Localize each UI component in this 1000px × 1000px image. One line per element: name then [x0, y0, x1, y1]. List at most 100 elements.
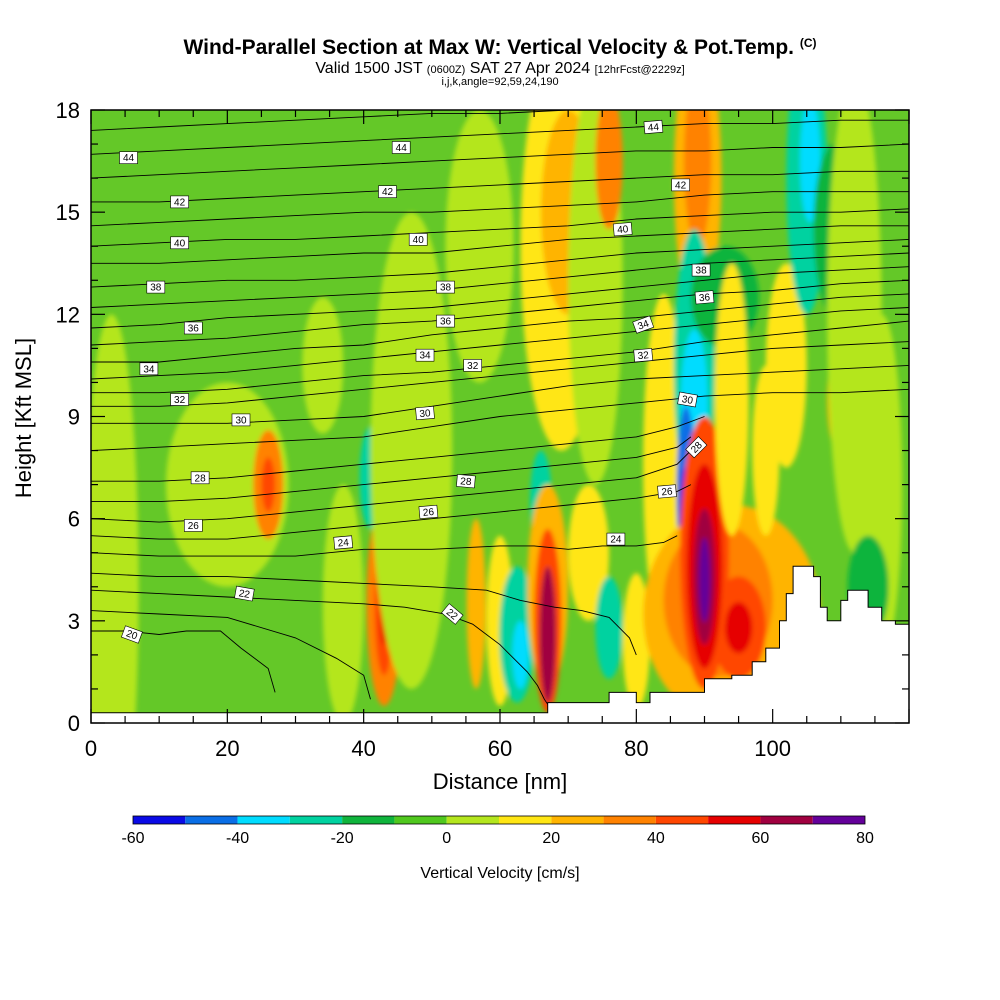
- svg-text:38: 38: [696, 266, 708, 277]
- x-tick-label: 80: [624, 736, 648, 761]
- x-tick-label: 60: [488, 736, 512, 761]
- svg-text:34: 34: [636, 318, 651, 332]
- svg-text:40: 40: [174, 238, 186, 249]
- chart-title: Wind-Parallel Section at Max W: Vertical…: [183, 36, 817, 59]
- x-tick-label: 100: [754, 736, 791, 761]
- colorbar-swatch-7: [499, 816, 552, 824]
- svg-text:36: 36: [440, 317, 452, 328]
- copyright-mark: (C): [799, 36, 817, 50]
- svg-text:30: 30: [419, 408, 431, 420]
- contour-label-22: 36: [694, 290, 715, 305]
- theta-contour-41: [91, 191, 909, 227]
- contour-label-23: 38: [146, 280, 166, 294]
- svg-text:44: 44: [123, 153, 135, 164]
- velocity-cell-49: [799, 110, 821, 223]
- svg-text:32: 32: [174, 395, 186, 406]
- theta-contour-34: [91, 293, 909, 363]
- colorbar-swatch-0: [133, 816, 186, 824]
- velocity-cell-4: [302, 297, 344, 434]
- theta-contour-30: [91, 364, 909, 424]
- theta-contour-37: [91, 252, 909, 308]
- svg-text:36: 36: [699, 292, 711, 304]
- svg-text:34: 34: [419, 351, 431, 362]
- contour-label-14: 32: [170, 393, 189, 406]
- velocity-cell-26: [595, 576, 623, 679]
- contour-label-30: 42: [378, 185, 397, 198]
- x-axis-label: Distance [nm]: [432, 769, 568, 794]
- theta-contour-26: [91, 450, 692, 523]
- contour-label-28: 40: [612, 222, 633, 237]
- velocity-cell-39: [724, 602, 753, 654]
- svg-text:28: 28: [460, 476, 472, 488]
- colorbar-tick-label: 40: [647, 830, 665, 847]
- colorbar-tick-label: -40: [226, 830, 249, 847]
- contour-label-0: 20: [121, 625, 143, 644]
- svg-text:36: 36: [188, 324, 200, 335]
- velocity-cell-47: [765, 263, 807, 468]
- contour-label-13: 30: [677, 391, 698, 408]
- colorbar-swatch-9: [603, 816, 656, 824]
- colorbar-swatch-4: [342, 816, 395, 824]
- svg-text:22: 22: [238, 588, 251, 601]
- theta-contour-42: [91, 170, 909, 203]
- svg-text:26: 26: [188, 521, 200, 532]
- contour-label-20: 36: [184, 321, 203, 335]
- svg-text:40: 40: [413, 235, 425, 246]
- colorbar-swatch-6: [446, 816, 499, 824]
- theta-contour-32: [91, 320, 909, 394]
- colorbar-swatch-1: [185, 816, 238, 824]
- svg-text:30: 30: [235, 415, 247, 426]
- colorbar-swatch-3: [289, 816, 343, 824]
- x-tick-label: 0: [85, 736, 97, 761]
- contour-label-7: 26: [657, 484, 677, 499]
- contour-label-33: 44: [391, 141, 411, 154]
- velocity-cell-10: [370, 212, 453, 689]
- terrain-profile: [91, 565, 909, 723]
- velocity-cell-43: [699, 537, 710, 623]
- colorbar-swatch-2: [237, 816, 290, 824]
- velocity-cell-15: [512, 620, 529, 689]
- svg-text:26: 26: [422, 507, 434, 519]
- velocity-cell-5: [322, 484, 364, 723]
- velocity-cell-3: [261, 457, 276, 512]
- contour-label-29: 42: [170, 195, 189, 208]
- x-tick-label: 40: [351, 736, 375, 761]
- y-tick-label: 6: [68, 507, 80, 532]
- chart-subtitle: Valid 1500 JST (0600Z) SAT 27 Apr 2024 […: [315, 60, 685, 77]
- x-tick-label: 20: [215, 736, 239, 761]
- colorbar-swatch-5: [394, 816, 447, 824]
- theta-contour-24: [91, 535, 678, 557]
- y-tick-label: 15: [56, 200, 80, 225]
- colorbar-tick-label: 80: [856, 830, 874, 847]
- colorbar-tick-label: 60: [752, 830, 770, 847]
- theta-contour-27: [91, 436, 692, 503]
- colorbar-label: Vertical Velocity [cm/s]: [420, 865, 580, 882]
- contour-label-12: 30: [415, 406, 435, 421]
- svg-text:24: 24: [610, 535, 622, 546]
- contour-label-31: 42: [671, 178, 690, 191]
- svg-text:26: 26: [661, 486, 673, 498]
- svg-text:28: 28: [195, 473, 207, 484]
- svg-text:42: 42: [675, 180, 687, 191]
- velocity-cell-25: [568, 484, 610, 621]
- theta-contour-43: [91, 143, 909, 179]
- svg-text:42: 42: [382, 187, 394, 198]
- svg-text:38: 38: [440, 283, 452, 294]
- theta-contour-39: [91, 225, 909, 264]
- colorbar-tick-label: -20: [331, 830, 354, 847]
- contour-label-32: 44: [119, 151, 138, 164]
- contour-label-18: 34: [415, 348, 435, 362]
- colorbar-swatch-11: [708, 816, 761, 824]
- y-axis-label: Height [Kft MSL]: [11, 337, 36, 499]
- svg-text:24: 24: [337, 537, 349, 549]
- theta-contour-29: [91, 388, 909, 452]
- contour-label-27: 40: [408, 233, 428, 246]
- svg-text:40: 40: [617, 224, 629, 236]
- svg-text:42: 42: [174, 197, 186, 208]
- contour-label-24: 38: [436, 280, 455, 294]
- contour-label-11: 30: [231, 413, 251, 426]
- contour-label-34: 44: [643, 119, 664, 135]
